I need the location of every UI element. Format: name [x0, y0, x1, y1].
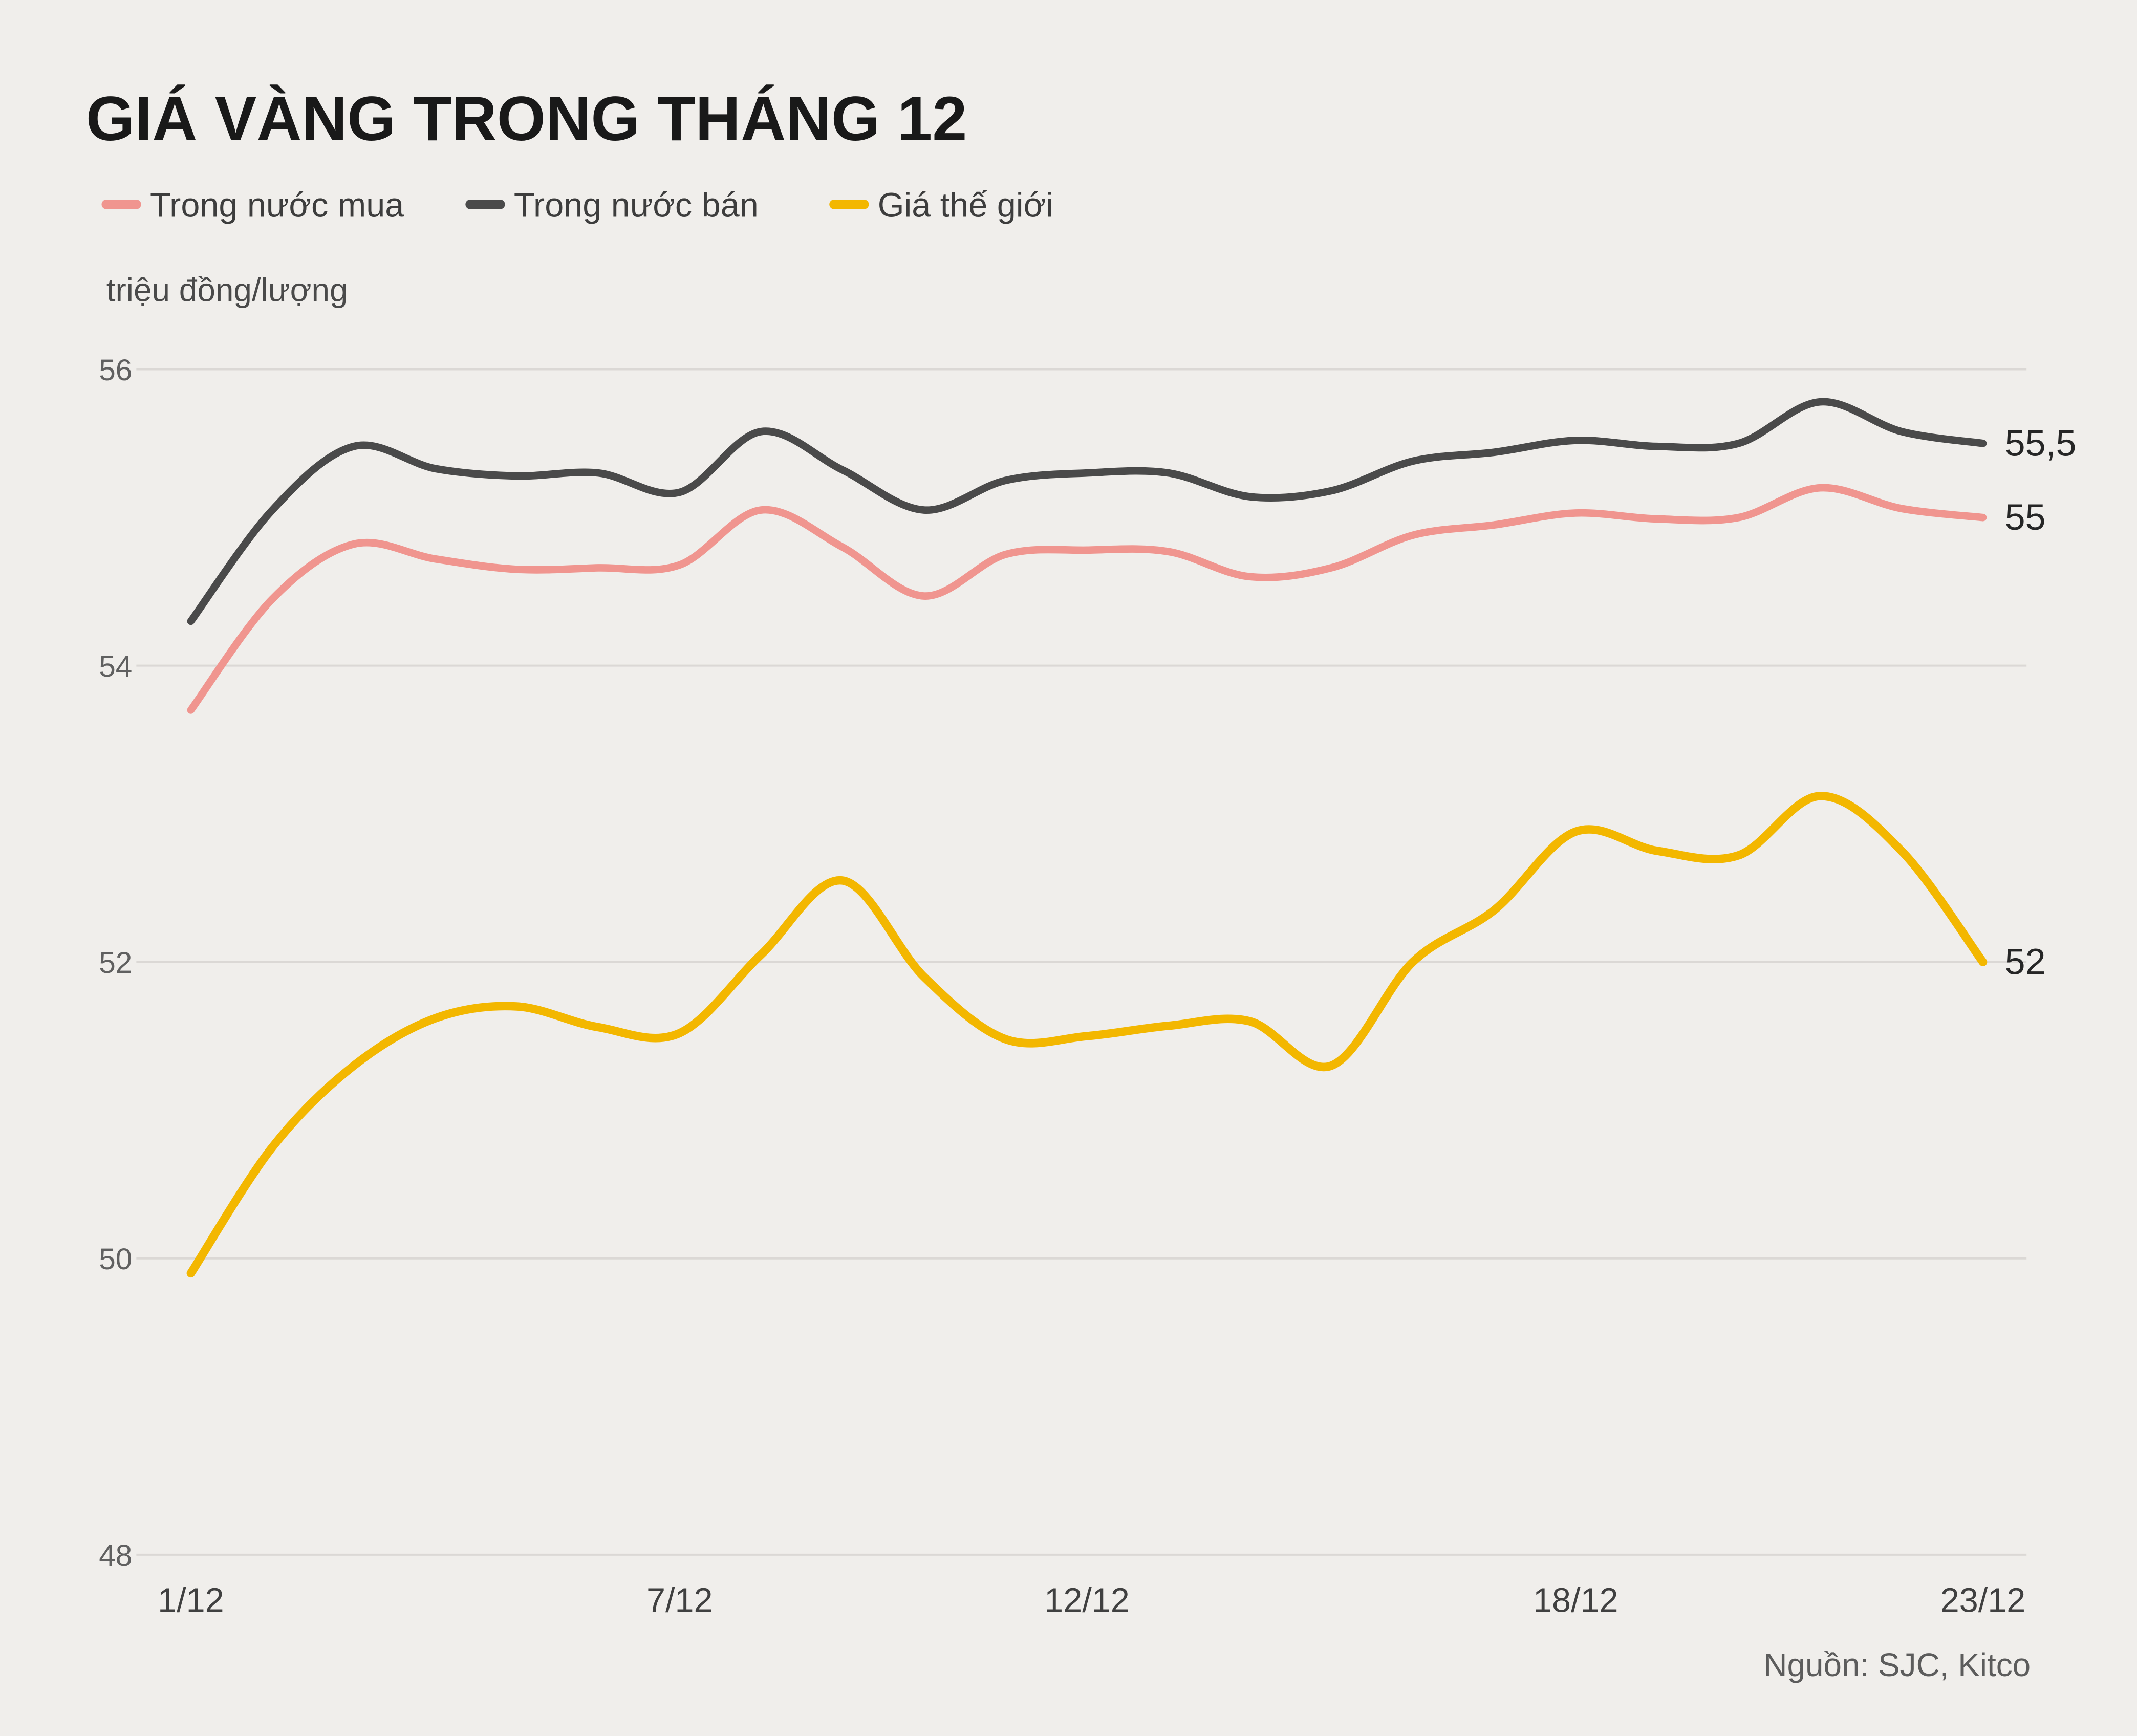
end-value-label-sell: 55,5 — [2005, 423, 2077, 464]
x-tick-label: 1/12 — [158, 1582, 224, 1620]
x-tick-label: 18/12 — [1533, 1582, 1618, 1620]
legend-label-world: Giá thế giới — [878, 186, 1053, 224]
legend-label-sell: Trong nước bán — [514, 186, 759, 224]
end-value-label-world: 52 — [2005, 942, 2046, 983]
y-tick-label: 50 — [99, 1243, 132, 1276]
legend-label-buy: Trong nước mua — [150, 186, 404, 224]
y-tick-label: 48 — [99, 1539, 132, 1572]
series-line-sell — [187, 398, 1987, 625]
series-line-buy — [187, 484, 1987, 714]
y-axis-unit-label: triệu đồng/lượng — [106, 271, 348, 308]
x-tick-label: 7/12 — [646, 1582, 713, 1620]
x-axis-tick-labels: 1/12 7/12 12/12 18/12 23/12 — [158, 1582, 2025, 1620]
series-line-world — [186, 792, 1988, 1278]
y-tick-label: 54 — [99, 650, 132, 683]
source-label: Nguồn: SJC, Kitco — [1763, 1646, 2031, 1683]
y-tick-label: 52 — [99, 946, 132, 980]
gridlines — [136, 368, 2027, 1556]
y-tick-label: 56 — [99, 354, 132, 387]
x-tick-label: 12/12 — [1044, 1582, 1130, 1620]
x-tick-label: 23/12 — [1940, 1582, 2026, 1620]
end-value-label-buy: 55 — [2005, 497, 2046, 538]
series-lines — [186, 398, 1988, 1278]
legend: Trong nước mua Trong nước bán Giá thế gi… — [101, 186, 1053, 224]
y-axis-tick-labels: 56 54 52 50 48 — [99, 354, 132, 1572]
chart-title: GIÁ VÀNG TRONG THÁNG 12 — [86, 83, 967, 154]
